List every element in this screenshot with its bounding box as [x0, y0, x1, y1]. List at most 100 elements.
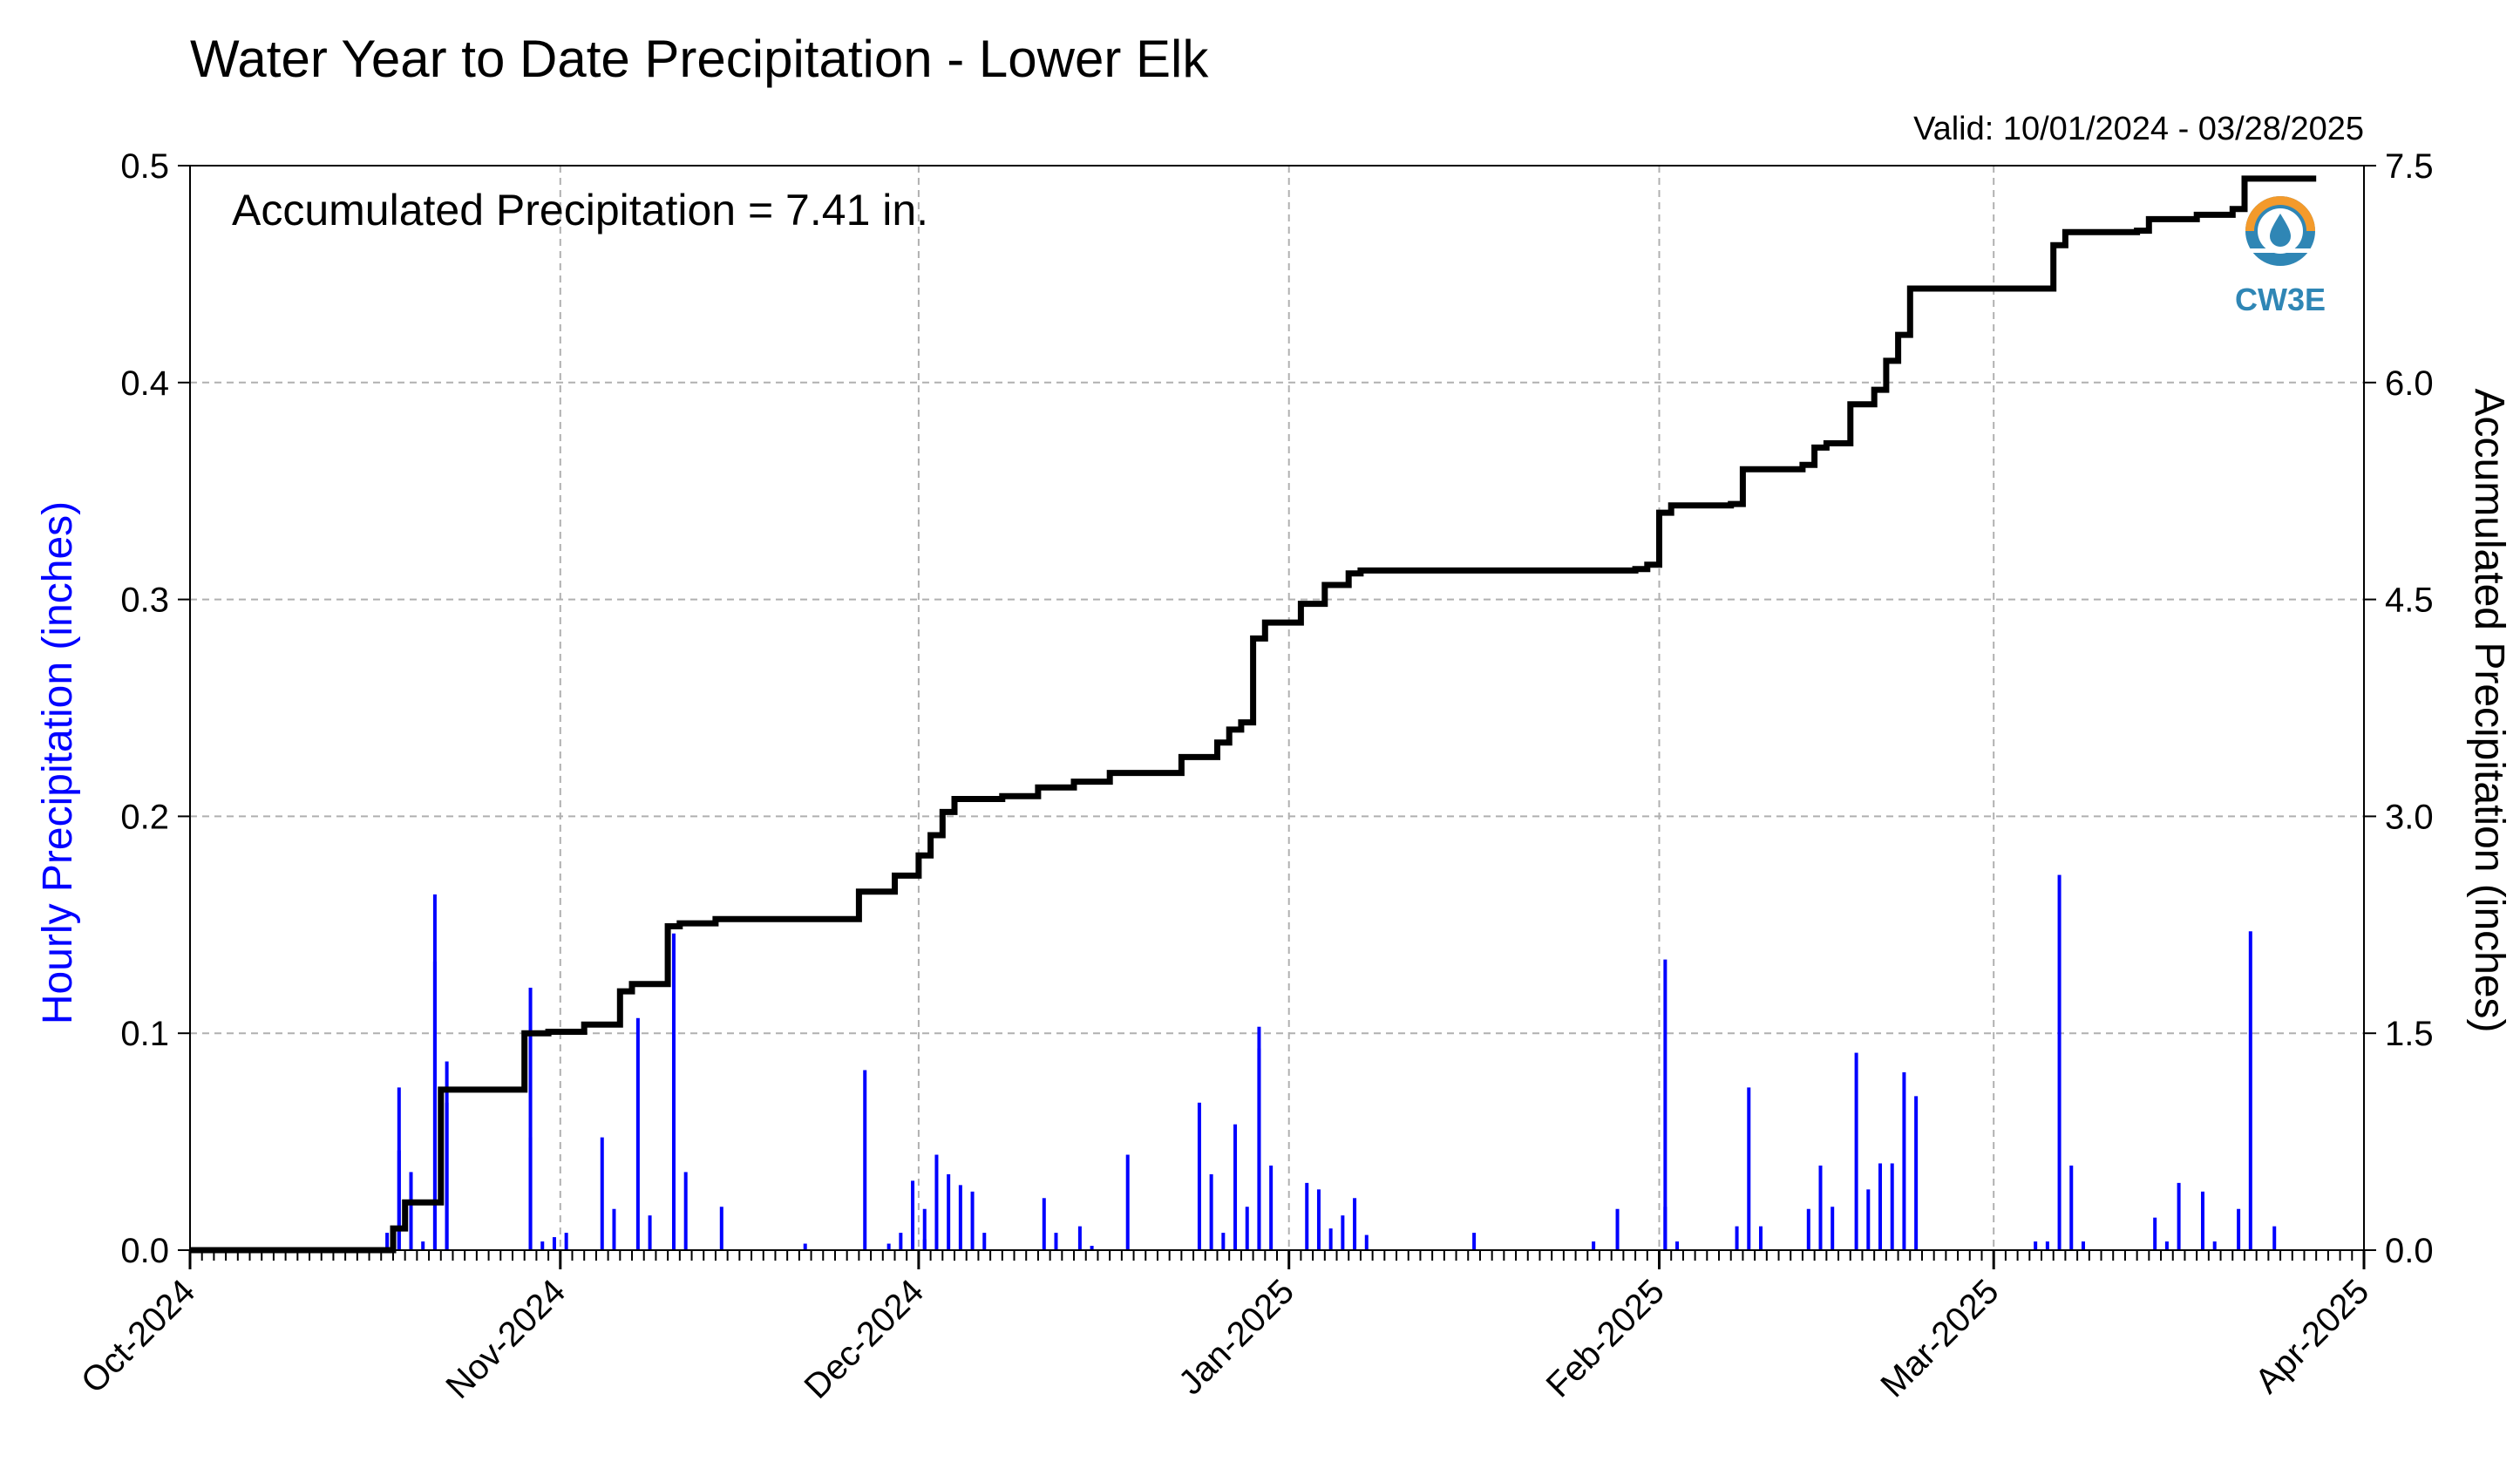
- hourly-precip-bar: [421, 1241, 425, 1250]
- x-tick-label: Oct-2024: [74, 1272, 202, 1400]
- hourly-precip-bar: [803, 1243, 807, 1250]
- right-tick-label: 1.5: [2385, 1015, 2434, 1053]
- hourly-precip-bar: [1221, 1233, 1226, 1250]
- hourly-precip-bar: [648, 1215, 652, 1250]
- hourly-precip-bar: [2248, 931, 2252, 1250]
- hourly-precip-bar: [1806, 1208, 1810, 1250]
- hourly-precip-bar: [385, 1233, 390, 1250]
- hourly-precip-bar: [2212, 1241, 2217, 1250]
- hourly-precip-bar: [1353, 1198, 1357, 1250]
- hourly-precip-bar: [1197, 1102, 1201, 1250]
- hourly-precip-bar: [445, 1102, 449, 1250]
- hourly-precip-bar: [1054, 1233, 1058, 1250]
- hourly-precip-bar: [1257, 1048, 1261, 1250]
- hourly-precip-bar: [1042, 1198, 1046, 1250]
- hourly-precip-bar: [1615, 1208, 1620, 1250]
- hourly-precip-bar: [2081, 1241, 2085, 1250]
- hourly-precip-bar: [1878, 1163, 1883, 1250]
- x-tick-label: Feb-2025: [1539, 1272, 1672, 1404]
- hourly-precip-bar: [1663, 1207, 1668, 1250]
- hourly-precip-bar: [397, 1150, 401, 1250]
- hourly-precip-bar: [2057, 874, 2062, 1250]
- left-tick-label: 0.0: [120, 1232, 169, 1270]
- hourly-precip-bar: [1233, 1124, 1238, 1250]
- hourly-bars: [385, 874, 2277, 1250]
- hourly-precip-bar: [719, 1207, 723, 1250]
- cw3e-logo: CW3E: [2235, 196, 2326, 317]
- hourly-precip-bar: [2237, 1208, 2241, 1250]
- x-tick-label: Nov-2024: [438, 1272, 573, 1406]
- hourly-precip-bar: [1364, 1234, 1369, 1250]
- x-tick-label: Apr-2025: [2248, 1272, 2376, 1400]
- left-tick-label: 0.2: [120, 798, 169, 836]
- accumulated-line-group: [190, 175, 2317, 1254]
- hourly-precip-bar: [552, 1237, 556, 1250]
- hourly-precip-bar: [635, 1017, 640, 1250]
- grid-lines: [190, 166, 2364, 1250]
- left-tick-label: 0.1: [120, 1015, 169, 1053]
- hourly-precip-bar: [1854, 1052, 1858, 1250]
- right-tick-label: 6.0: [2385, 364, 2434, 403]
- accumulated-total-annotation: Accumulated Precipitation = 7.41 in.: [232, 186, 928, 235]
- accumulated-precipitation-line: [190, 175, 2317, 1254]
- hourly-precip-bar: [922, 1239, 927, 1250]
- hourly-precip-bar: [982, 1233, 987, 1250]
- hourly-precip-bar: [1209, 1173, 1213, 1250]
- right-tick-label: 3.0: [2385, 798, 2434, 836]
- right-tick-label: 7.5: [2385, 147, 2434, 186]
- logo-sun-arc-icon: [2245, 196, 2315, 231]
- chart-title: Water Year to Date Precipitation - Lower…: [190, 30, 1209, 88]
- hourly-precip-bar: [1125, 1154, 1130, 1250]
- hourly-precip-bar: [683, 1172, 688, 1250]
- hourly-precip-bar: [1747, 1087, 1751, 1250]
- hourly-precip-bar: [2045, 1241, 2049, 1250]
- hourly-precip-bar: [409, 1172, 413, 1250]
- right-tick-label: 0.0: [2385, 1232, 2434, 1270]
- hourly-precip-bar: [2272, 1226, 2277, 1250]
- hourly-precip-bar: [612, 1208, 616, 1250]
- hourly-precip-bar: [1592, 1241, 1596, 1250]
- hourly-precip-bar: [1902, 1071, 1906, 1250]
- hourly-precip-bar: [600, 1137, 604, 1250]
- x-tick-label: Jan-2025: [1172, 1272, 1301, 1402]
- hourly-precip-bar: [432, 894, 437, 1250]
- left-axis-label: Hourly Precipitation (inches): [35, 501, 81, 1024]
- logo-drop-icon: [2270, 214, 2291, 247]
- hourly-precip-bar: [1305, 1182, 1309, 1250]
- hourly-precip-bar: [1316, 1189, 1321, 1250]
- hourly-precip-bar: [540, 1241, 545, 1250]
- hourly-precip-bar: [922, 1208, 927, 1250]
- logo-text: CW3E: [2235, 282, 2326, 317]
- hourly-precip-bar: [2069, 1165, 2074, 1250]
- hourly-precip-bar: [947, 1173, 951, 1250]
- hourly-precip-bar: [934, 1154, 939, 1250]
- hourly-precip-bar: [1090, 1246, 1094, 1250]
- x-tick-label: Mar-2025: [1873, 1272, 2006, 1404]
- hourly-precip-bar: [2034, 1241, 2038, 1250]
- hourly-precip-bar: [2201, 1191, 2205, 1250]
- hourly-precip-bar: [2164, 1241, 2169, 1250]
- hourly-precip-bar: [1245, 1207, 1249, 1250]
- hourly-precip-bar: [2153, 1217, 2157, 1250]
- hourly-precip-bar: [1818, 1165, 1823, 1250]
- left-tick-label: 0.3: [120, 581, 169, 620]
- hourly-precip-bar: [2177, 1182, 2181, 1250]
- x-tick-label: Dec-2024: [798, 1272, 932, 1406]
- hourly-precip-bar: [1758, 1226, 1763, 1250]
- hourly-precip-bar: [911, 1180, 915, 1250]
- axes: 0.0 0.0 0.1 1.5 0.2 3.0 0.3 4.5 0.4 6.0 0.5 7.5 Oct-…: [74, 147, 2434, 1406]
- hourly-precip-bar: [1890, 1163, 1894, 1250]
- right-axis-label: Accumulated Precipitation (inches): [2466, 388, 2512, 1032]
- hourly-precip-bar: [564, 1233, 568, 1250]
- hourly-precip-bar: [1472, 1233, 1477, 1250]
- valid-date-range: Valid: 10/01/2024 - 03/28/2025: [1913, 111, 2364, 147]
- hourly-precip-bar: [1831, 1207, 1835, 1250]
- hourly-precip-bar: [1675, 1241, 1680, 1250]
- hourly-precip-bar: [671, 933, 676, 1250]
- logo-wave-icon: [2249, 248, 2312, 253]
- hourly-precip-bar: [863, 1070, 867, 1250]
- left-tick-label: 0.4: [120, 364, 169, 403]
- hourly-precip-bar: [1328, 1228, 1333, 1250]
- left-tick-label: 0.5: [120, 147, 169, 186]
